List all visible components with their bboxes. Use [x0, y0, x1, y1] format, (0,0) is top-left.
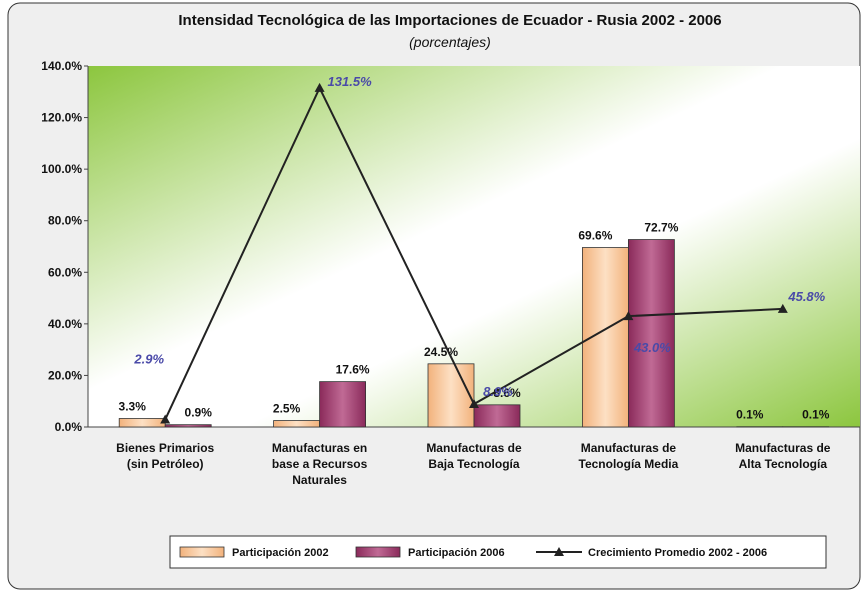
bar	[119, 418, 165, 427]
data-label: 17.6%	[336, 363, 370, 377]
y-tick-label: 80.0%	[48, 214, 82, 228]
bar	[474, 405, 520, 427]
legend-swatch	[180, 547, 224, 557]
chart-title: Intensidad Tecnológica de las Importacio…	[178, 12, 721, 29]
data-label: 3.3%	[119, 399, 147, 413]
data-label: 69.6%	[578, 229, 612, 243]
legend-swatch	[356, 547, 400, 557]
legend-label: Crecimiento Promedio 2002 - 2006	[588, 547, 767, 559]
legend-label: Participación 2002	[232, 547, 329, 559]
data-label: 2.5%	[273, 402, 301, 416]
chart-subtitle: (porcentajes)	[409, 34, 491, 50]
data-label: 72.7%	[644, 221, 678, 235]
bar	[320, 382, 366, 427]
data-label: 24.5%	[424, 345, 458, 359]
bar	[628, 240, 674, 427]
data-label: 2.9%	[133, 352, 164, 367]
data-label: 131.5%	[328, 74, 373, 89]
data-label: 0.1%	[802, 408, 830, 422]
y-tick-label: 0.0%	[55, 420, 83, 434]
bar	[428, 364, 474, 427]
data-label: 0.1%	[736, 408, 764, 422]
bar	[274, 421, 320, 427]
y-tick-label: 100.0%	[41, 162, 82, 176]
legend-label: Participación 2006	[408, 547, 505, 559]
data-label: 45.8%	[787, 289, 825, 304]
y-tick-label: 60.0%	[48, 265, 82, 279]
data-label: 0.9%	[185, 406, 213, 420]
y-tick-label: 140.0%	[41, 59, 82, 73]
data-label: 8.9%	[483, 384, 513, 399]
y-tick-label: 120.0%	[41, 111, 82, 125]
data-label: 43.0%	[633, 340, 671, 355]
y-tick-label: 40.0%	[48, 317, 82, 331]
y-tick-label: 20.0%	[48, 368, 82, 382]
bar	[165, 425, 211, 427]
